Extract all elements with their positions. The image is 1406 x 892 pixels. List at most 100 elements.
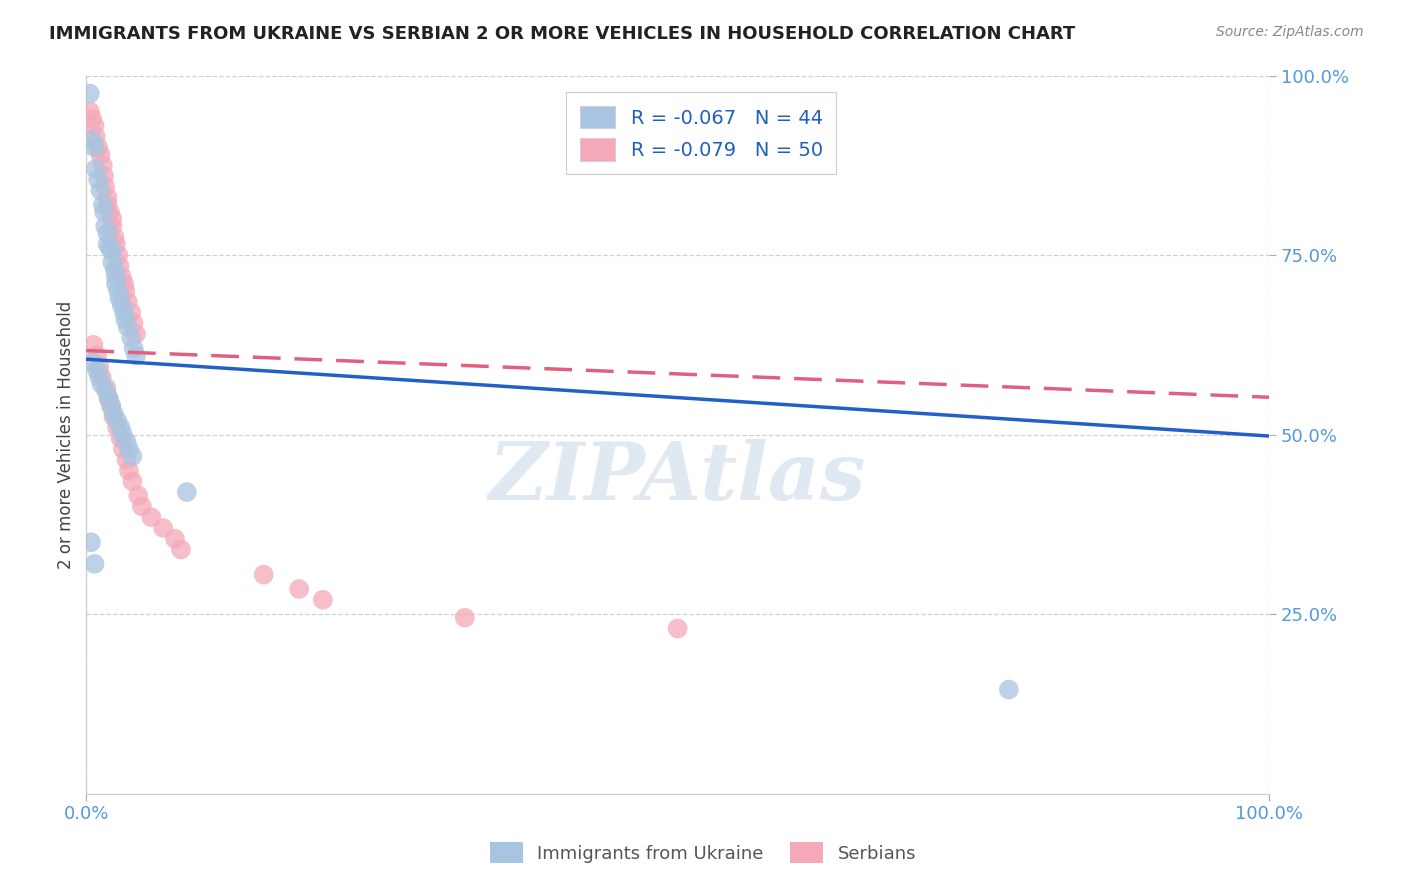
- Point: [108, 291, 131, 305]
- Point: [115, 434, 138, 449]
- Point: [104, 237, 127, 252]
- Point: [96, 381, 118, 395]
- Point: [79, 87, 101, 101]
- Point: [87, 172, 110, 186]
- Point: [110, 420, 132, 434]
- Point: [101, 212, 124, 227]
- Point: [104, 230, 127, 244]
- Point: [97, 198, 120, 212]
- Point: [111, 298, 134, 312]
- Point: [170, 542, 193, 557]
- Point: [103, 406, 125, 420]
- Point: [98, 205, 121, 219]
- Point: [107, 284, 129, 298]
- Point: [120, 331, 142, 345]
- Point: [90, 377, 112, 392]
- Point: [288, 582, 311, 596]
- Point: [118, 442, 141, 456]
- Legend: Immigrants from Ukraine, Serbians: Immigrants from Ukraine, Serbians: [479, 831, 927, 874]
- Point: [101, 255, 124, 269]
- Point: [97, 191, 120, 205]
- Point: [101, 244, 124, 259]
- Point: [82, 133, 104, 147]
- Point: [97, 237, 120, 252]
- Point: [121, 475, 143, 489]
- Point: [122, 342, 145, 356]
- Point: [125, 349, 148, 363]
- Point: [79, 104, 101, 119]
- Point: [666, 622, 689, 636]
- Point: [118, 463, 141, 477]
- Point: [84, 161, 107, 176]
- Point: [105, 420, 128, 434]
- Point: [104, 262, 127, 277]
- Y-axis label: 2 or more Vehicles in Household: 2 or more Vehicles in Household: [58, 301, 75, 569]
- Point: [312, 592, 335, 607]
- Text: IMMIGRANTS FROM UKRAINE VS SERBIAN 2 OR MORE VEHICLES IN HOUSEHOLD CORRELATION C: IMMIGRANTS FROM UKRAINE VS SERBIAN 2 OR …: [49, 25, 1076, 43]
- Point: [98, 241, 121, 255]
- Point: [104, 277, 127, 291]
- Point: [89, 359, 111, 374]
- Point: [103, 409, 125, 424]
- Point: [94, 219, 117, 234]
- Point: [107, 248, 129, 262]
- Point: [125, 327, 148, 342]
- Point: [82, 338, 104, 352]
- Point: [93, 205, 115, 219]
- Point: [121, 449, 143, 463]
- Point: [141, 510, 163, 524]
- Point: [86, 363, 108, 377]
- Point: [91, 198, 114, 212]
- Point: [111, 442, 134, 456]
- Point: [91, 158, 114, 172]
- Point: [998, 682, 1021, 697]
- Point: [114, 284, 136, 298]
- Point: [97, 392, 120, 406]
- Point: [110, 431, 132, 445]
- Point: [97, 227, 120, 241]
- Text: Source: ZipAtlas.com: Source: ZipAtlas.com: [1216, 25, 1364, 39]
- Point: [112, 277, 135, 291]
- Point: [82, 356, 104, 370]
- Point: [87, 140, 110, 154]
- Point: [117, 319, 139, 334]
- Point: [83, 557, 105, 571]
- Point: [84, 129, 107, 144]
- Point: [100, 399, 122, 413]
- Point: [82, 112, 104, 126]
- Point: [111, 427, 134, 442]
- Point: [131, 500, 153, 514]
- Point: [80, 535, 103, 549]
- Point: [104, 269, 127, 284]
- Point: [94, 179, 117, 194]
- Point: [89, 370, 111, 384]
- Point: [83, 140, 105, 154]
- Point: [97, 392, 120, 406]
- Point: [93, 169, 115, 183]
- Point: [176, 485, 198, 500]
- Point: [89, 183, 111, 197]
- Point: [96, 384, 118, 399]
- Point: [86, 349, 108, 363]
- Point: [152, 521, 174, 535]
- Point: [114, 312, 136, 326]
- Point: [105, 413, 128, 427]
- Point: [89, 147, 111, 161]
- Point: [111, 269, 134, 284]
- Point: [83, 119, 105, 133]
- Point: [115, 452, 138, 467]
- Point: [101, 219, 124, 234]
- Text: ZIPAtlas: ZIPAtlas: [489, 439, 866, 516]
- Point: [163, 532, 186, 546]
- Point: [117, 294, 139, 309]
- Point: [90, 370, 112, 384]
- Point: [127, 489, 149, 503]
- Point: [112, 305, 135, 319]
- Point: [122, 316, 145, 330]
- Point: [108, 259, 131, 273]
- Point: [253, 567, 276, 582]
- Point: [454, 611, 477, 625]
- Legend: R = -0.067   N = 44, R = -0.079   N = 50: R = -0.067 N = 44, R = -0.079 N = 50: [567, 93, 837, 174]
- Point: [100, 399, 122, 413]
- Point: [120, 305, 142, 319]
